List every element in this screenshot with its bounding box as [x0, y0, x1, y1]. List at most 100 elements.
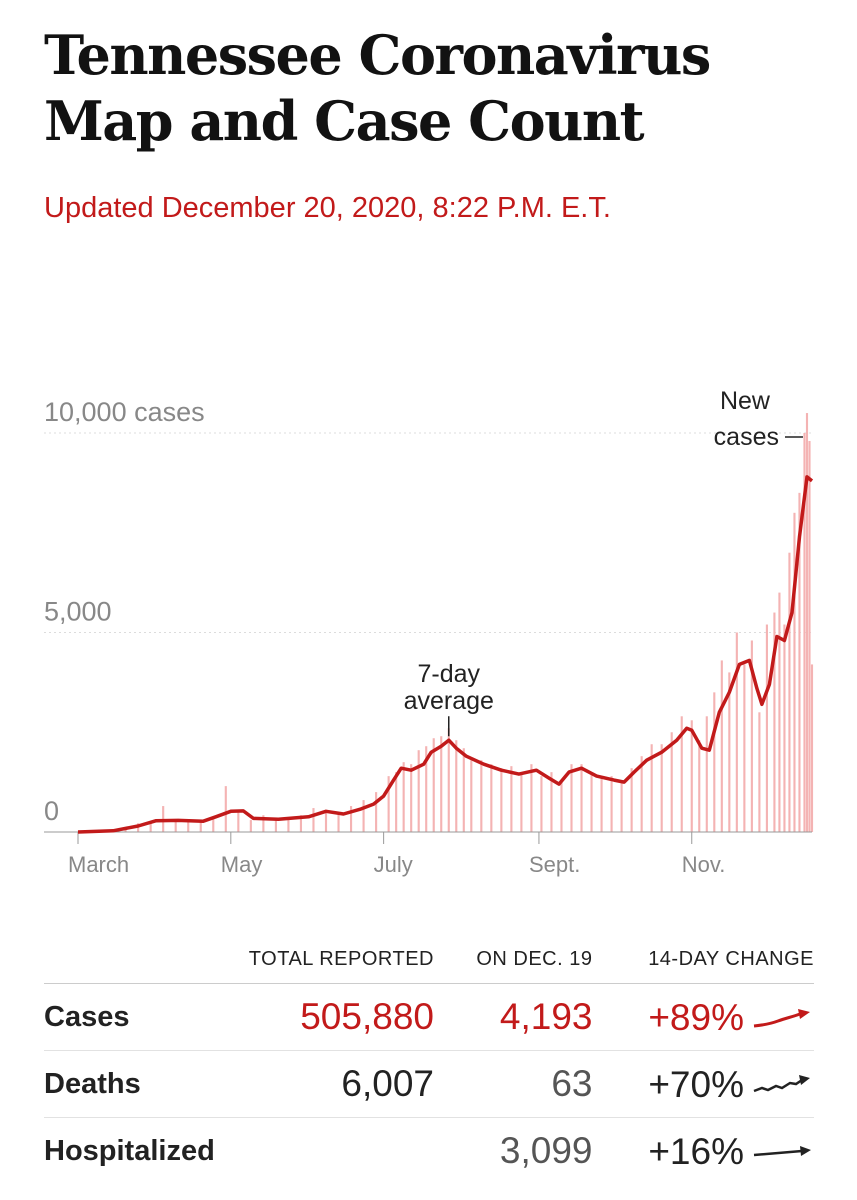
new-cases-bar: [728, 672, 731, 832]
new-cases-bar: [690, 720, 693, 832]
trend-arrow-icon: [753, 1009, 810, 1028]
new-cases-bar: [395, 772, 398, 832]
new-cases-bar: [470, 760, 473, 832]
new-cases-bar: [237, 812, 240, 832]
new-cases-bar: [735, 632, 738, 832]
new-cases-bar: [425, 746, 428, 832]
trend-arrow-icon: [753, 1075, 810, 1093]
new-cases-bar: [324, 810, 328, 832]
new-cases-bar: [402, 762, 405, 832]
new-cases-bar: [670, 732, 673, 832]
new-cases-bar: [417, 750, 420, 832]
new-cases-bar: [500, 768, 503, 832]
average-annotation-line2: average: [404, 687, 494, 715]
new-cases-bar: [174, 820, 177, 832]
total-reported-value: 6,007: [248, 1050, 434, 1118]
stats-row-deaths: Deaths 6,007 63 +70%: [44, 1050, 814, 1118]
new-cases-bar: [149, 822, 152, 832]
stats-header-change: 14-DAY CHANGE: [592, 948, 814, 984]
change-cell: +16%: [593, 1118, 815, 1185]
new-cases-bar: [432, 738, 435, 832]
new-cases-bar: [783, 624, 786, 832]
new-cases-bar: [447, 728, 450, 832]
total-reported-value: [249, 1118, 434, 1185]
new-cases-bar: [803, 433, 806, 832]
new-cases-bar: [262, 815, 265, 832]
x-tick-label: Sept.: [529, 852, 580, 877]
new-cases-bar: [793, 512, 796, 832]
chart-gridlines: [44, 432, 812, 633]
new-cases-bar: [698, 740, 701, 832]
new-cases-bar: [312, 808, 315, 832]
trend-arrow-icon: [753, 1146, 811, 1157]
new-cases-bar: [187, 820, 190, 832]
row-label: Deaths: [44, 1050, 249, 1118]
new-cases-bar: [199, 822, 202, 832]
change-cell: +89%: [592, 983, 814, 1051]
new-cases-bar: [750, 640, 753, 832]
new-cases-bar: [660, 744, 663, 832]
stats-table: TOTAL REPORTED ON DEC. 19 14-DAY CHANGE …: [44, 948, 814, 1184]
new-cases-annotation-line1: New: [720, 387, 771, 415]
row-label: Hospitalized: [44, 1134, 215, 1167]
change-value: +70%: [648, 1064, 744, 1106]
daily-value: 4,193: [433, 983, 593, 1051]
new-cases-bar: [743, 664, 746, 832]
new-cases-bar: [720, 660, 723, 832]
new-cases-bar: [349, 806, 353, 832]
total-reported-value: 505,880: [248, 983, 434, 1051]
new-cases-bar: [299, 815, 303, 832]
stats-row-hospitalized: Hospitalized 3,099 +16%: [44, 1118, 814, 1185]
new-cases-annotation-line2: cases: [714, 423, 779, 451]
y-tick-label: 5,000: [44, 597, 112, 627]
new-cases-bar: [810, 664, 814, 832]
x-axis: March May July Sept. Nov.: [44, 831, 812, 877]
y-tick-label: 10,000 cases: [44, 397, 205, 427]
x-tick-label: Nov.: [682, 852, 726, 877]
new-cases-bar: [274, 820, 277, 832]
new-cases-bar: [805, 413, 809, 832]
new-cases-bar: [510, 766, 513, 832]
new-cases-bar: [773, 612, 776, 832]
new-cases-bar: [713, 692, 716, 832]
new-cases-bar: [630, 768, 633, 832]
new-cases-bar: [550, 772, 553, 832]
stats-header-day: ON DEC. 19: [433, 948, 593, 984]
new-cases-bar: [560, 780, 563, 832]
new-cases-bar: [362, 800, 365, 832]
new-cases-bar: [249, 820, 252, 832]
stats-header-blank: [44, 948, 249, 984]
x-tick-label: May: [221, 852, 263, 877]
new-cases-bar: [650, 744, 653, 832]
new-cases-bar: [375, 792, 378, 832]
new-cases-bar: [287, 818, 290, 832]
row-label: Cases: [44, 983, 249, 1051]
change-value: +16%: [648, 1131, 744, 1173]
y-tick-label: 0: [44, 796, 59, 826]
new-cases-bar: [680, 716, 683, 832]
new-cases-bars: [86, 413, 814, 832]
stats-row-cases: Cases 505,880 4,193 +89%: [44, 983, 814, 1051]
new-cases-bar: [798, 492, 801, 832]
new-cases-bar: [758, 712, 761, 832]
new-cases-bar: [224, 786, 227, 832]
new-cases-bar: [590, 772, 593, 832]
new-cases-bar: [337, 812, 340, 832]
new-cases-bar: [410, 764, 413, 832]
cases-chart: 0 5,000 10,000 cases March May July Sept. Nov.…: [44, 387, 814, 877]
new-cases-bar: [600, 776, 603, 832]
new-cases-bar: [620, 780, 623, 832]
new-cases-bar: [462, 748, 465, 832]
new-cases-bar: [520, 772, 523, 832]
stats-header-row: TOTAL REPORTED ON DEC. 19 14-DAY CHANGE: [44, 948, 814, 984]
new-cases-bar: [610, 776, 613, 832]
x-tick-label: July: [374, 852, 413, 877]
new-cases-bar: [490, 764, 493, 832]
stats-header-total: TOTAL REPORTED: [248, 948, 434, 984]
x-tick-label: March: [68, 852, 129, 877]
new-cases-bar: [580, 764, 583, 832]
new-cases-bar: [530, 764, 533, 832]
average-annotation-line1: 7-day: [417, 660, 480, 688]
new-cases-bar: [640, 756, 643, 832]
change-value: +89%: [648, 997, 744, 1039]
